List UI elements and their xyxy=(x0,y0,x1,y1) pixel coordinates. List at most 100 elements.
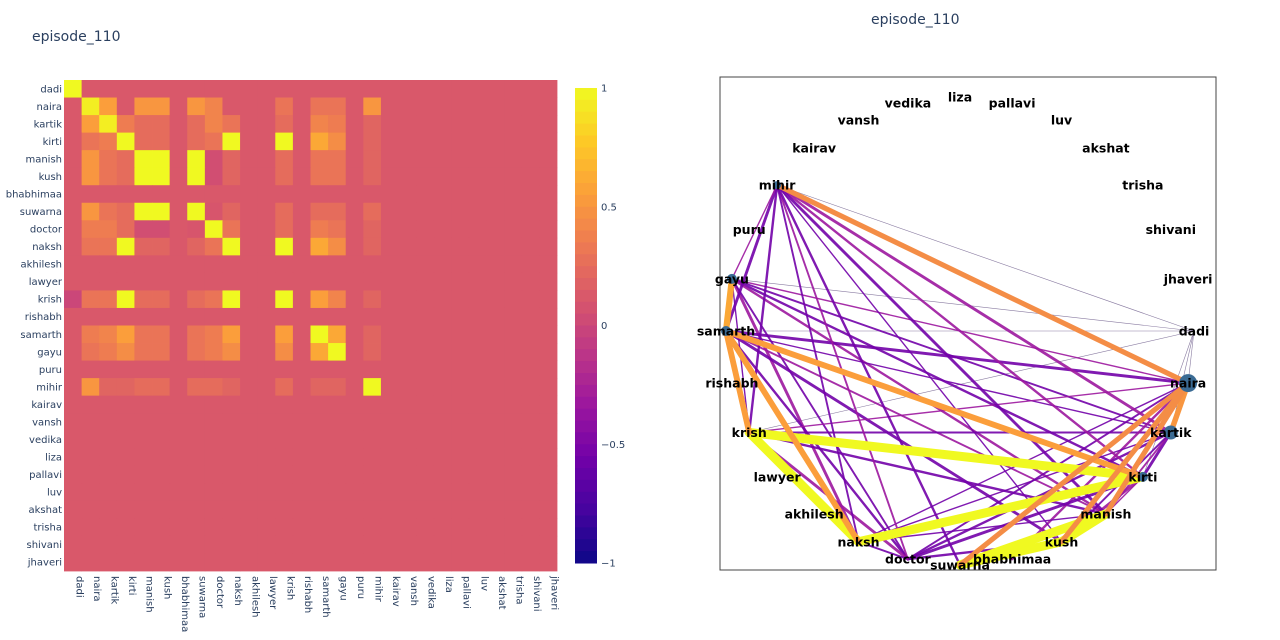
heatmap-cell xyxy=(64,255,83,274)
heatmap-cell xyxy=(116,307,135,326)
heatmap-cell xyxy=(99,255,118,274)
network-node-label: suwarna xyxy=(930,558,990,573)
network-node-label: kartik xyxy=(1150,425,1192,440)
heatmap-cell xyxy=(521,535,540,554)
heatmap-cell xyxy=(169,307,188,326)
heatmap-cell xyxy=(486,202,505,221)
heatmap-cell xyxy=(504,132,523,151)
heatmap-cell xyxy=(433,343,452,361)
heatmap-cell xyxy=(328,132,347,151)
network-node-label: akhilesh xyxy=(785,506,844,521)
heatmap-cell xyxy=(257,535,276,554)
network-edge xyxy=(775,183,1145,479)
heatmap-cell xyxy=(310,448,329,467)
heatmap-cell xyxy=(257,343,276,361)
heatmap-cell xyxy=(134,237,153,256)
heatmap-cell xyxy=(116,553,135,572)
heatmap-cell xyxy=(222,483,241,502)
heatmap-cell xyxy=(134,448,153,467)
heatmap-cell xyxy=(81,220,100,239)
heatmap-cell xyxy=(169,132,188,151)
heatmap-cell xyxy=(451,553,470,572)
heatmap-cell xyxy=(275,272,294,291)
network-panel: episode_110 dadi naira kartik kirti manishku… xyxy=(697,12,1217,573)
heatmap-cell xyxy=(169,448,188,467)
heatmap-cell xyxy=(468,272,487,291)
heatmap-cell xyxy=(81,150,100,169)
heatmap-x-tick-label: puru xyxy=(355,576,366,599)
heatmap-cell xyxy=(486,115,505,134)
heatmap-cell xyxy=(468,413,487,432)
heatmap-cell xyxy=(169,220,188,239)
heatmap-x-tick-label: shivani xyxy=(531,576,542,612)
heatmap-cell xyxy=(310,237,329,256)
heatmap-cell xyxy=(328,202,347,221)
heatmap-cell xyxy=(416,448,435,467)
heatmap-cell xyxy=(539,80,558,98)
heatmap-cell xyxy=(451,535,470,554)
heatmap-cell xyxy=(169,518,188,537)
heatmap-cell xyxy=(240,483,259,502)
heatmap-cell xyxy=(240,150,259,169)
heatmap-cell xyxy=(345,553,364,572)
heatmap-cell xyxy=(521,500,540,519)
heatmap-cell xyxy=(380,167,399,186)
heatmap-cell xyxy=(204,220,223,239)
heatmap-cell xyxy=(380,535,399,554)
heatmap-cell xyxy=(539,500,558,519)
heatmap-cell xyxy=(152,115,171,134)
heatmap-cell xyxy=(64,150,83,169)
heatmap-x-tick-label: akshat xyxy=(496,576,507,610)
heatmap-cell xyxy=(433,553,452,572)
heatmap-cell xyxy=(275,167,294,186)
network-edge xyxy=(775,183,962,567)
heatmap-cell xyxy=(81,290,100,309)
network-edge xyxy=(775,183,1173,434)
heatmap-cell xyxy=(539,132,558,151)
heatmap-cell xyxy=(380,220,399,239)
heatmap-cell xyxy=(521,97,540,116)
heatmap-cell xyxy=(275,500,294,519)
heatmap-cell xyxy=(222,430,241,449)
heatmap-cell xyxy=(468,553,487,572)
heatmap-cell xyxy=(380,360,399,379)
network-edge xyxy=(731,278,1195,332)
network-node-label: vedika xyxy=(885,95,932,110)
heatmap-cell xyxy=(521,343,540,361)
heatmap-cell xyxy=(539,395,558,414)
heatmap-cell xyxy=(222,185,241,204)
heatmap-cell xyxy=(521,395,540,414)
heatmap-cell xyxy=(187,255,206,274)
heatmap-cell xyxy=(204,237,223,256)
heatmap-cell xyxy=(99,237,118,256)
heatmap-cell xyxy=(116,483,135,502)
heatmap-cell xyxy=(292,483,311,502)
heatmap-cell xyxy=(257,360,276,379)
heatmap-cell xyxy=(240,518,259,537)
heatmap-cell xyxy=(292,553,311,572)
heatmap-cell xyxy=(328,150,347,169)
heatmap-cell xyxy=(310,255,329,274)
colorbar-segment xyxy=(575,551,597,564)
heatmap-y-tick-label: pallavi xyxy=(29,470,62,481)
heatmap-cell xyxy=(380,202,399,221)
heatmap-cell xyxy=(116,237,135,256)
heatmap-cell xyxy=(64,395,83,414)
heatmap-cell xyxy=(275,150,294,169)
heatmap-cell xyxy=(345,465,364,484)
heatmap-cell xyxy=(64,237,83,256)
heatmap-cell xyxy=(134,500,153,519)
heatmap-cell xyxy=(328,395,347,414)
heatmap-cell xyxy=(433,185,452,204)
heatmap-cell xyxy=(99,535,118,554)
heatmap-cell xyxy=(398,272,417,291)
heatmap-cell xyxy=(222,307,241,326)
heatmap-cell xyxy=(539,220,558,239)
heatmap-x-tick-label: dadi xyxy=(73,576,84,598)
heatmap-cell xyxy=(486,448,505,467)
heatmap-cell xyxy=(398,518,417,537)
heatmap-cell xyxy=(468,202,487,221)
heatmap-cell xyxy=(433,150,452,169)
colorbar-segment xyxy=(575,230,597,243)
heatmap-cell xyxy=(169,360,188,379)
